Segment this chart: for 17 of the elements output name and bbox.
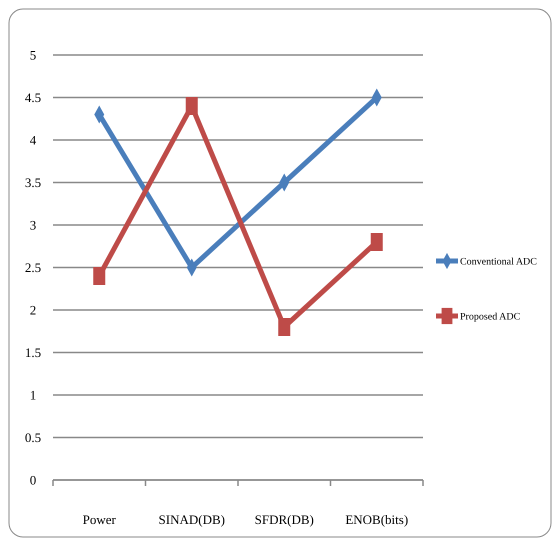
y-tick-label: 5	[30, 48, 36, 63]
y-tick-label: 0.5	[24, 430, 42, 446]
y-tick-label: 0	[30, 472, 36, 488]
y-tick-label: 1.5	[24, 345, 42, 360]
y-tick-label: 3.5	[24, 175, 42, 190]
y-tick-label: 4.5	[24, 90, 42, 106]
legend-label: Proposed ADC	[460, 312, 521, 322]
x-tick-label: ENOB(bits)	[345, 512, 408, 527]
y-tick-label: 4	[30, 132, 37, 148]
x-tick-label: SFDR(DB)	[254, 512, 314, 527]
legend-label: Conventional ADC	[460, 256, 538, 268]
x-tick-label: SINAD(DB)	[158, 512, 225, 527]
x-tick-label: Power	[82, 512, 117, 527]
y-tick-label: 1	[30, 388, 36, 403]
y-tick-label: 3	[30, 218, 36, 233]
y-tick-label: 2.5	[24, 260, 42, 276]
y-tick-label: 2	[30, 302, 36, 318]
